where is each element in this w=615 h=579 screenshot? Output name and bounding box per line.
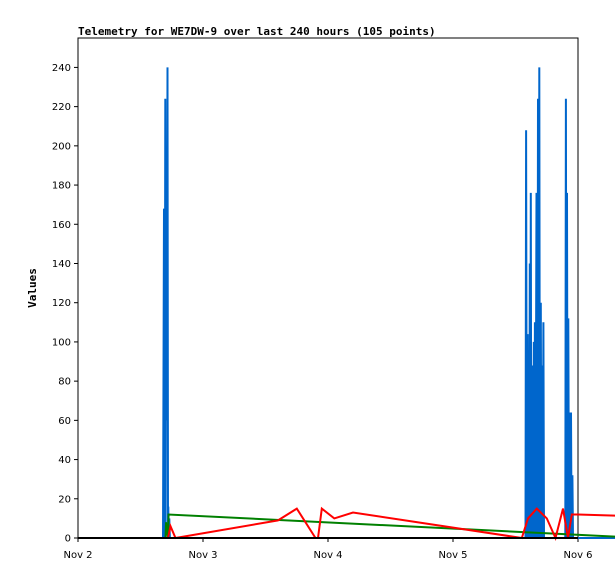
plot-area xyxy=(77,37,579,539)
chart-title: Telemetry for WE7DW-9 over last 240 hour… xyxy=(78,25,436,38)
y-tick-label: 200 xyxy=(52,141,71,152)
y-tick-label: 60 xyxy=(58,416,71,427)
y-tick-label: 240 xyxy=(52,63,71,74)
y-tick-label: 40 xyxy=(58,455,71,466)
y-tick-label: 80 xyxy=(58,377,71,388)
y-tick-label: 140 xyxy=(52,259,71,270)
series-line-1 xyxy=(162,67,615,539)
x-tick-label: Nov 2 xyxy=(63,550,92,561)
y-axis-ticks: 0 20 40 60 80 100 120 140 160 180 200 220 240 xyxy=(52,63,78,545)
x-tick-label: Nov 3 xyxy=(188,550,217,561)
series-line-2 xyxy=(164,513,615,539)
y-tick-label: 180 xyxy=(52,181,71,192)
series-layer xyxy=(78,67,615,542)
series-line-3 xyxy=(167,506,615,542)
y-tick-label: 20 xyxy=(58,494,71,505)
y-tick-label: 160 xyxy=(52,220,71,231)
x-tick-label: Nov 5 xyxy=(438,550,467,561)
x-axis-ticks: Nov 2 Nov 3 Nov 4 Nov 5 Nov 6 xyxy=(63,538,593,561)
y-axis-label: Values xyxy=(26,268,39,308)
y-tick-label: 0 xyxy=(65,534,71,545)
y-tick-label: 220 xyxy=(52,102,71,113)
y-tick-label: 120 xyxy=(52,298,71,309)
x-tick-label: Nov 4 xyxy=(313,550,342,561)
x-tick-label: Nov 6 xyxy=(563,550,592,561)
y-tick-label: 100 xyxy=(52,337,71,348)
